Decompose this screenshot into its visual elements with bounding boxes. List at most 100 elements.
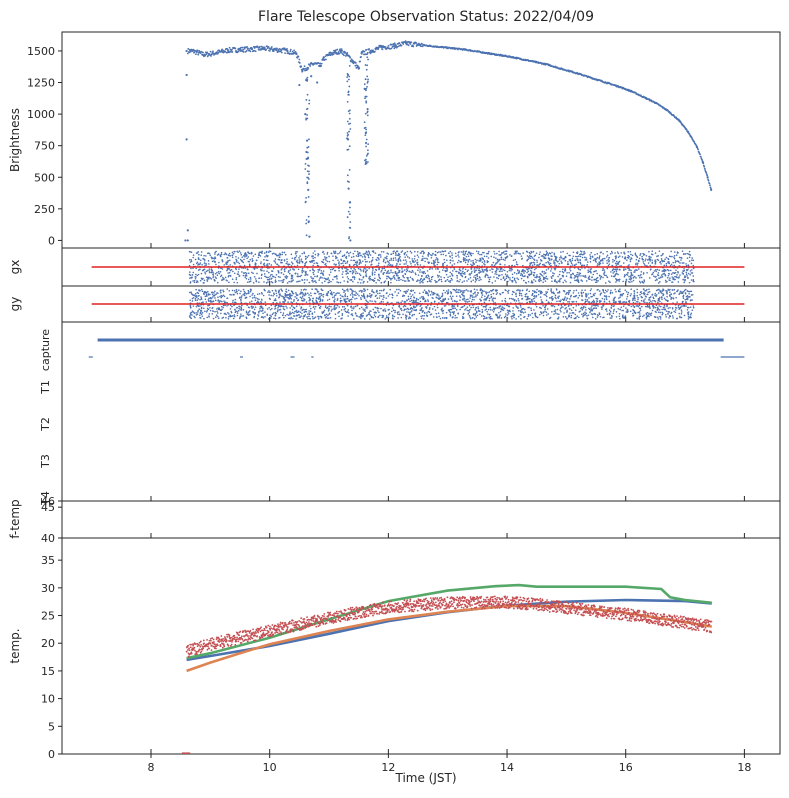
data-point — [344, 262, 347, 265]
data-point — [418, 312, 421, 315]
data-point — [321, 299, 324, 301]
data-point — [205, 310, 208, 313]
data-point — [390, 259, 393, 261]
y-tick-label: 1000 — [27, 108, 55, 121]
data-point — [467, 261, 470, 263]
data-point — [268, 306, 270, 309]
data-point — [246, 281, 249, 283]
data-point — [353, 294, 356, 296]
data-point — [368, 253, 371, 255]
data-point — [602, 262, 604, 264]
data-point — [366, 253, 368, 255]
data-point — [462, 272, 465, 275]
data-point — [540, 255, 543, 257]
data-point — [325, 257, 327, 259]
data-point — [591, 300, 594, 303]
data-point — [301, 279, 303, 281]
data-point — [407, 44, 410, 47]
data-point — [193, 315, 195, 318]
data-point — [280, 269, 283, 271]
data-point — [274, 48, 277, 51]
data-point — [509, 310, 511, 313]
data-point — [497, 260, 500, 262]
data-point — [380, 250, 383, 253]
data-point — [584, 252, 586, 254]
data-point — [197, 273, 200, 276]
data-point — [240, 309, 243, 311]
data-point — [605, 297, 608, 299]
data-point — [450, 259, 452, 262]
data-point — [632, 279, 635, 282]
data-point — [209, 50, 212, 53]
data-point — [323, 56, 325, 59]
data-point — [631, 274, 634, 277]
data-point — [513, 279, 516, 281]
data-point — [581, 280, 584, 282]
data-point — [381, 267, 384, 270]
data-point — [399, 263, 401, 265]
data-point — [500, 54, 503, 57]
data-point — [233, 262, 236, 264]
data-point — [392, 271, 394, 274]
data-point — [406, 269, 409, 272]
data-point — [550, 258, 553, 260]
data-point — [670, 250, 672, 253]
data-point — [374, 315, 377, 318]
data-point — [410, 41, 413, 44]
data-point — [691, 294, 694, 296]
data-point — [511, 317, 513, 320]
data-point — [541, 300, 543, 303]
data-point — [220, 253, 222, 256]
data-point — [236, 290, 238, 293]
data-point — [396, 46, 399, 48]
data-point — [303, 65, 306, 68]
data-point — [307, 178, 310, 180]
data-point — [235, 258, 237, 261]
data-point — [227, 49, 230, 52]
data-point — [427, 261, 429, 263]
data-point — [347, 210, 350, 213]
data-point — [210, 55, 212, 57]
data-point — [334, 250, 337, 253]
data-point — [420, 252, 423, 254]
data-point — [630, 90, 633, 93]
data-point — [564, 259, 567, 262]
data-point — [661, 260, 664, 263]
data-point — [638, 311, 641, 313]
data-point — [409, 300, 411, 303]
data-point — [253, 296, 256, 299]
data-point — [216, 271, 218, 274]
data-point — [296, 250, 298, 253]
data-point — [612, 275, 615, 278]
data-point — [423, 289, 426, 292]
data-point — [661, 259, 663, 262]
data-point — [350, 267, 352, 270]
data-point — [434, 254, 437, 257]
data-point — [684, 279, 687, 281]
data-point — [532, 250, 535, 253]
data-point — [594, 278, 597, 281]
data-point — [405, 270, 408, 273]
data-point — [445, 273, 448, 276]
data-point — [362, 260, 364, 263]
data-point — [458, 256, 460, 258]
data-point — [673, 272, 675, 274]
data-point — [629, 258, 632, 261]
data-point — [567, 262, 569, 265]
data-point — [268, 251, 270, 254]
data-point — [609, 310, 612, 313]
data-point — [358, 307, 361, 310]
data-point — [692, 305, 695, 307]
data-point — [630, 257, 632, 259]
data-point — [328, 255, 330, 258]
data-point — [595, 307, 598, 310]
y-tick-label: 1500 — [27, 45, 55, 58]
data-point — [598, 263, 601, 266]
data-point — [397, 292, 400, 294]
data-point — [286, 261, 288, 263]
data-point — [378, 273, 380, 276]
data-point — [688, 281, 691, 284]
data-point — [573, 290, 575, 292]
data-point — [634, 275, 636, 278]
data-point — [401, 250, 404, 252]
